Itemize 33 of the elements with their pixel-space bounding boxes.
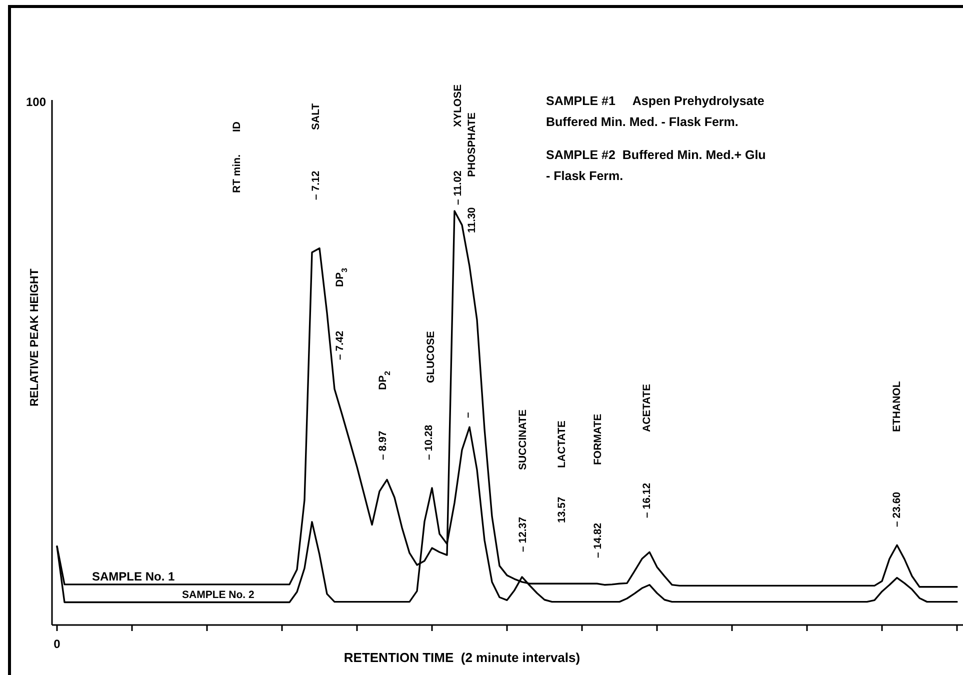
series-label: SAMPLE No. 1 [92, 569, 175, 584]
text: Buffered Min. Med. - Flask Ferm. [546, 115, 738, 129]
annotation: FORMATE [592, 414, 604, 465]
text: RT min. [231, 154, 243, 193]
annotation: 11.30 [466, 207, 478, 233]
text: - Flask Ferm. [546, 169, 624, 183]
text: 100 [26, 95, 46, 109]
text: SALT [310, 102, 322, 130]
annotation: – 14.82 [592, 522, 604, 558]
annotation: SUCCINATE [517, 410, 529, 470]
y-axis-title: RELATIVE PEAK HEIGHT [29, 268, 41, 406]
annotation: – 8.97 [377, 430, 389, 460]
annotation: ACETATE [641, 384, 653, 432]
annotation: – 23.60 [891, 492, 903, 527]
x-axis-title: RETENTION TIME (2 minute intervals) [344, 650, 580, 665]
text: PHOSPHATE [466, 112, 478, 177]
text: – 11.02 [452, 170, 464, 205]
annotation: GLUCOSE [425, 331, 437, 383]
text: ID [231, 121, 243, 132]
annotation: LACTATE [556, 420, 568, 468]
series-label: SAMPLE No. 2 [182, 589, 254, 602]
annotation: – 12.37 [517, 516, 529, 552]
annotation: 13.57 [556, 496, 568, 523]
annotation: – 10.28 [423, 424, 435, 460]
annotation: – 7.42 [334, 330, 346, 360]
text: SAMPLE #1 Aspen Prehydrolysate [546, 94, 764, 108]
text: – 7.12 [310, 170, 322, 200]
annotation: ETHANOL [891, 380, 903, 432]
annotation: – 16.12 [641, 482, 653, 518]
annotation: – [462, 412, 474, 418]
text: 0 [54, 637, 61, 651]
text: SAMPLE #2 Buffered Min. Med.+ Glu [546, 148, 766, 162]
text: XYLOSE [452, 84, 464, 127]
